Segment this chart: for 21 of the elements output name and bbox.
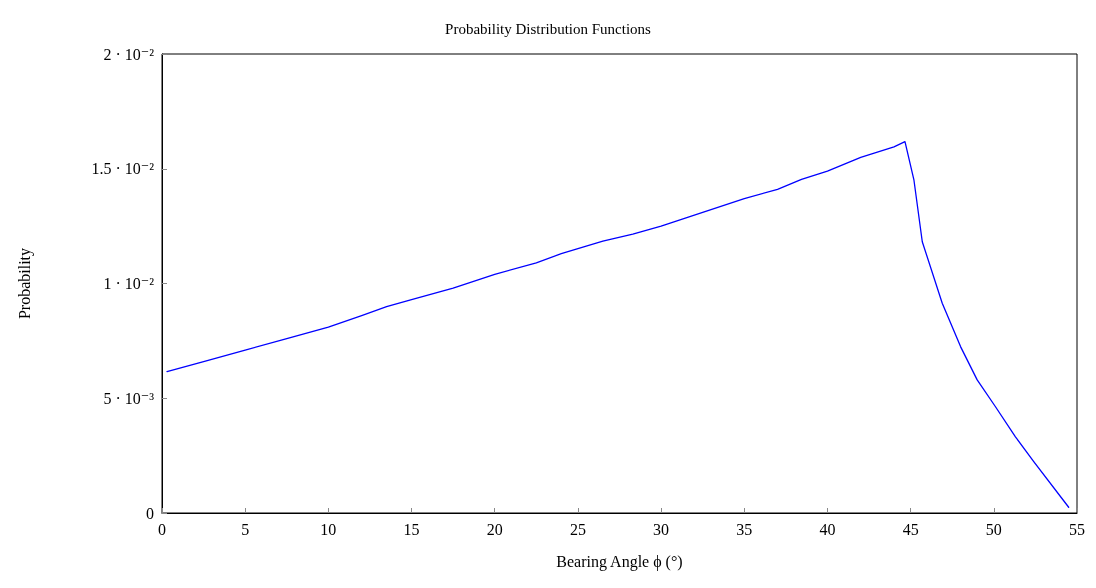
y-tick-label: 5 · 10⁻³ (103, 389, 155, 407)
y-tick-label: 0 (146, 504, 154, 522)
x-tick-label: 45 (902, 520, 919, 538)
x-tick-label: 15 (403, 520, 420, 538)
y-axis-title: Probability (15, 247, 34, 320)
line-series (166, 141, 1070, 508)
x-tick-label: 55 (1069, 520, 1085, 538)
x-tick-label: 30 (653, 520, 670, 538)
x-tick-label: 0 (158, 520, 166, 538)
x-tick-label: 35 (736, 520, 753, 538)
x-tick-label: 5 (241, 520, 250, 538)
x-tick-label: 10 (320, 520, 337, 538)
x-tick-label: 50 (985, 520, 1002, 538)
y-tick-label: 1 · 10⁻² (103, 275, 155, 292)
x-tick-label: 20 (486, 520, 503, 538)
x-tick-label: 25 (569, 520, 586, 538)
y-tick-label: 1.5 · 10⁻² (91, 160, 155, 178)
y-tick-label: 2 · 10⁻² (103, 45, 155, 63)
x-axis-title: Bearing Angle ϕ (°) (556, 552, 683, 571)
x-tick-label: 40 (819, 520, 836, 538)
chart-title: Probability Distribution Functions (445, 20, 652, 37)
